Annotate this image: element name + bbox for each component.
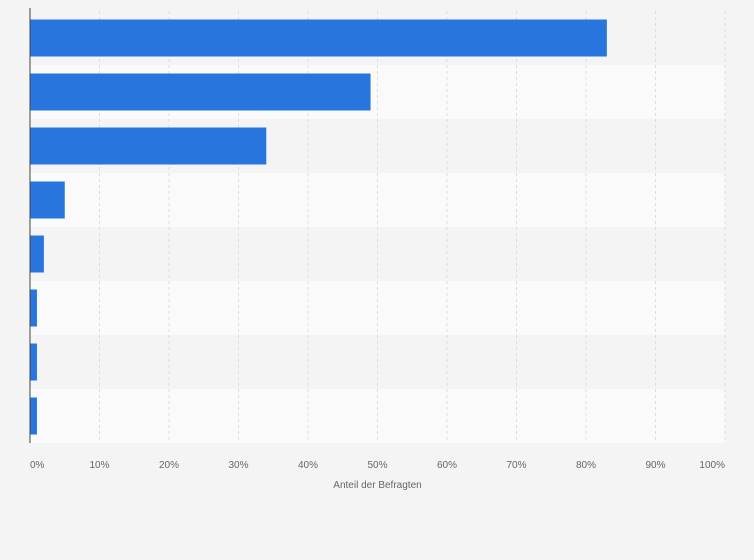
bar (30, 289, 37, 327)
x-tick-label: 50% (367, 460, 387, 471)
x-tick-label: 70% (506, 460, 526, 471)
x-tick-label: 60% (437, 460, 457, 471)
x-tick-label: 100% (699, 460, 725, 471)
bar (30, 343, 37, 381)
x-axis-title: Anteil der Befragten (333, 480, 421, 491)
bar (30, 19, 607, 57)
bar (30, 235, 44, 273)
bars (30, 19, 607, 435)
x-tick-label: 10% (89, 460, 109, 471)
bar (30, 127, 267, 165)
x-axis-tick-labels: 0% 10% 20% 30% 40% 50% 60% 70% 80% 90% 100% (30, 460, 725, 471)
bar (30, 73, 371, 111)
x-tick-label: 80% (576, 460, 596, 471)
bar (30, 181, 65, 219)
x-tick-label: 30% (228, 460, 248, 471)
x-tick-label: 0% (30, 460, 45, 471)
x-tick-label: 20% (159, 460, 179, 471)
x-tick-label: 90% (645, 460, 665, 471)
x-tick-label: 40% (298, 460, 318, 471)
bar (30, 397, 37, 435)
